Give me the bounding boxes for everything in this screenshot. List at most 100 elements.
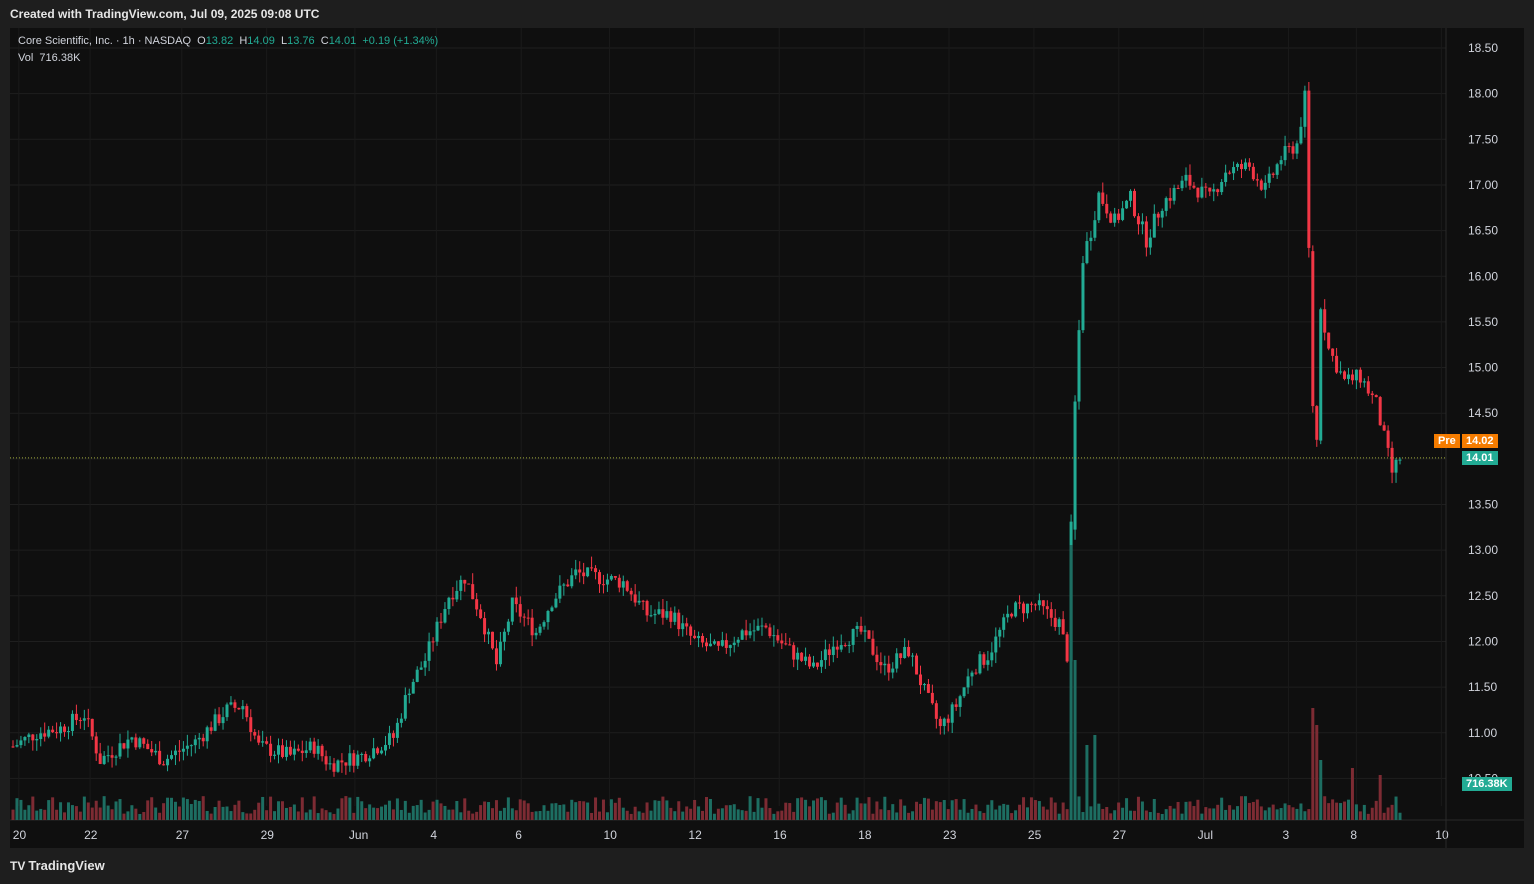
- volume-bar: [1358, 811, 1362, 820]
- candle-body: [1101, 192, 1105, 204]
- candle-body: [756, 625, 760, 631]
- candle-body: [1263, 182, 1267, 190]
- volume-label[interactable]: Vol: [18, 52, 34, 64]
- volume-value: 716.38K: [39, 52, 81, 64]
- volume-bar: [562, 804, 566, 820]
- candle-body: [1335, 355, 1339, 373]
- candle-body: [1259, 180, 1263, 190]
- volume-bar: [360, 801, 364, 820]
- candle-body: [566, 584, 570, 587]
- volume-bar: [1037, 801, 1041, 820]
- candle-body: [23, 737, 27, 741]
- volume-bar: [1136, 796, 1140, 820]
- volume-bar: [189, 804, 193, 820]
- candle-body: [609, 575, 613, 580]
- volume-bar: [1350, 768, 1354, 820]
- volume-bar: [162, 803, 166, 820]
- volume-bar: [384, 804, 388, 820]
- volume-bar: [1370, 807, 1374, 820]
- volume-bar: [594, 797, 598, 820]
- open-value: 13.82: [205, 35, 234, 47]
- candle-body: [883, 663, 887, 666]
- candle-body: [70, 713, 74, 732]
- candle-body: [47, 729, 51, 737]
- candle-body: [106, 755, 110, 757]
- volume-bar: [459, 812, 463, 820]
- candle-body: [788, 644, 792, 646]
- volume-bar: [677, 801, 681, 820]
- candle-body: [1216, 189, 1220, 193]
- volume-bar: [498, 810, 502, 820]
- chart-panel[interactable]: 18.50 18.00 17.50 17.00 16.50 16.00 15.50 15.00…: [10, 28, 1524, 848]
- candle-body: [340, 760, 344, 763]
- volume-bar: [491, 808, 495, 820]
- volume-bar: [166, 797, 170, 820]
- candle-body: [1232, 167, 1236, 174]
- candle-body: [1172, 188, 1176, 201]
- candle-body: [447, 597, 451, 609]
- candle-body: [1366, 381, 1370, 394]
- candle-body: [261, 741, 265, 743]
- candle-body: [617, 577, 621, 588]
- volume-legend: Vol 716.38K: [18, 52, 80, 64]
- volume-bar: [720, 808, 724, 820]
- volume-bar: [1196, 799, 1200, 820]
- volume-bar: [86, 802, 90, 820]
- volume-bar: [261, 796, 265, 820]
- volume-bar: [986, 804, 990, 820]
- volume-bar: [653, 800, 657, 820]
- candle-body: [800, 652, 804, 661]
- volume-bar: [863, 803, 867, 820]
- volume-bar: [819, 797, 823, 820]
- volume-bar: [1275, 809, 1279, 820]
- candle-body: [189, 745, 193, 747]
- candle-body: [1010, 613, 1014, 617]
- candle-body: [1196, 187, 1200, 198]
- volume-bar: [839, 797, 843, 820]
- volume-bar: [284, 807, 288, 820]
- candle-body: [942, 718, 946, 727]
- volume-bar: [811, 800, 815, 820]
- volume-bar: [475, 811, 479, 820]
- volume-price-tag: 716.38K: [1462, 777, 1512, 791]
- volume-bar: [657, 800, 661, 820]
- candle-body: [760, 625, 764, 627]
- volume-bar: [253, 809, 257, 820]
- candle-body: [510, 597, 514, 622]
- candle-body: [653, 613, 657, 616]
- candle-body: [1022, 603, 1026, 614]
- candle-body: [875, 654, 879, 663]
- candle-body: [1089, 237, 1093, 242]
- volume-bar: [1192, 806, 1196, 820]
- volume-bar: [63, 812, 67, 820]
- candle-body: [502, 631, 506, 642]
- volume-bar: [150, 797, 154, 820]
- x-tick-label: 20: [13, 828, 27, 842]
- candle-body: [1176, 188, 1180, 190]
- volume-bar: [277, 801, 281, 820]
- volume-bar: [1374, 800, 1378, 820]
- volume-bar: [760, 807, 764, 820]
- candle-body: [1275, 164, 1279, 175]
- volume-bar: [689, 808, 693, 820]
- candle-body: [66, 731, 70, 733]
- candle-body: [403, 695, 407, 719]
- volume-bar: [598, 811, 602, 820]
- tradingview-logo[interactable]: TV TradingView: [10, 858, 105, 873]
- candle-body: [332, 763, 336, 772]
- candle-body: [391, 733, 395, 738]
- candle-body: [970, 672, 974, 677]
- volume-bar: [1323, 796, 1327, 820]
- chart-svg[interactable]: 18.50 18.00 17.50 17.00 16.50 16.00 15.50 15.00…: [10, 28, 1524, 848]
- symbol-name[interactable]: Core Scientific, Inc. · 1h · NASDAQ: [18, 35, 191, 47]
- candle-body: [185, 745, 189, 749]
- volume-bar: [118, 799, 122, 820]
- candle-body: [1370, 393, 1374, 396]
- volume-bar: [352, 812, 356, 820]
- candle-body: [419, 667, 423, 670]
- candle-body: [732, 642, 736, 646]
- candle-body: [1029, 603, 1033, 605]
- volume-bar: [463, 798, 467, 820]
- volume-bar: [772, 813, 776, 820]
- candle-body: [1121, 208, 1125, 220]
